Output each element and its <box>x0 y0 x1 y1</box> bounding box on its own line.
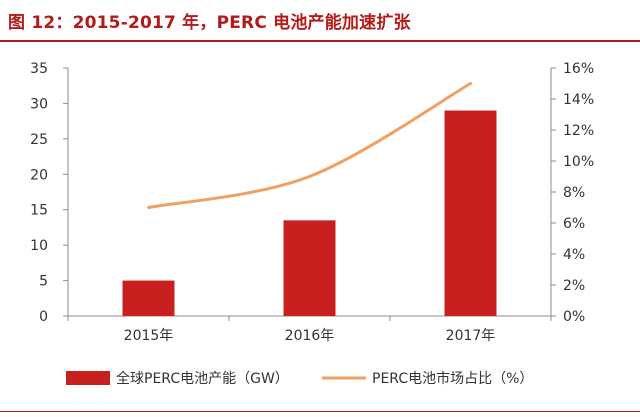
legend: 全球PERC电池产能（GW） PERC电池市场占比（%） <box>66 370 533 387</box>
bottom-divider <box>0 411 640 412</box>
x-tick-label: 2017年 <box>446 328 496 344</box>
chart-axes: 0 5 10 15 20 25 30 35 0% 2% 4% 6% 8% 10% 12% 14% 16% 2015… <box>30 61 594 344</box>
bar <box>122 280 175 316</box>
right-tick-label: 2% <box>563 278 585 294</box>
x-tick-label: 2015年 <box>124 328 174 344</box>
right-tick-label: 8% <box>563 185 585 201</box>
right-tick-label: 6% <box>563 216 585 232</box>
left-tick-label: 5 <box>39 274 48 290</box>
right-tick-label: 0% <box>563 309 585 325</box>
legend-bar-label: 全球PERC电池产能（GW） <box>116 370 289 387</box>
right-tick-label: 16% <box>563 61 594 77</box>
right-tick-label: 12% <box>563 123 594 139</box>
left-tick-label: 25 <box>30 132 48 148</box>
left-tick-label: 15 <box>30 203 48 219</box>
x-tick-label: 2016年 <box>285 328 335 344</box>
figure-title: 图 12：2015-2017 年，PERC 电池产能加速扩张 <box>8 13 411 33</box>
bar-series <box>122 110 497 316</box>
left-tick-label: 10 <box>30 238 48 254</box>
left-tick-label: 0 <box>39 309 48 325</box>
right-tick-label: 10% <box>563 154 594 170</box>
bar <box>283 220 336 316</box>
market-share-line <box>147 82 472 209</box>
left-tick-label: 20 <box>30 167 48 183</box>
right-tick-label: 4% <box>563 247 585 263</box>
legend-line-label: PERC电池市场占比（%） <box>372 370 533 387</box>
title-divider <box>0 40 640 42</box>
line-series <box>147 82 472 209</box>
right-tick-label: 14% <box>563 92 594 108</box>
left-tick-label: 35 <box>30 61 48 77</box>
left-tick-label: 30 <box>30 96 48 112</box>
legend-bar-swatch <box>66 371 110 385</box>
bar <box>444 110 497 316</box>
